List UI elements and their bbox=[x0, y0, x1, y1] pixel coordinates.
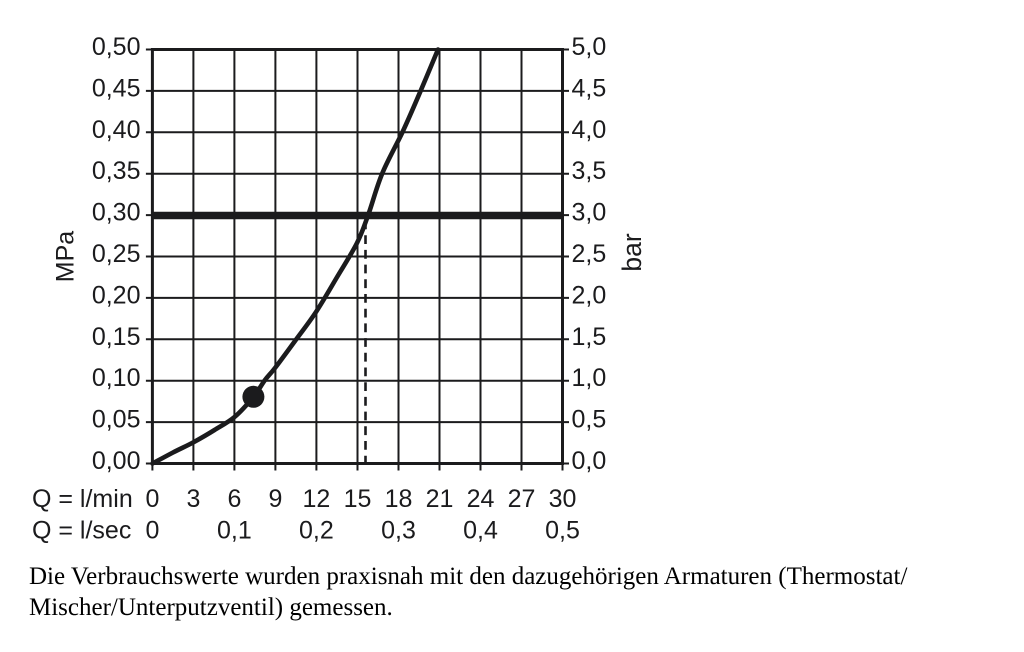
svg-text:0,1: 0,1 bbox=[217, 517, 252, 545]
svg-text:0,50: 0,50 bbox=[92, 33, 141, 61]
svg-text:3: 3 bbox=[186, 485, 200, 513]
svg-text:1,5: 1,5 bbox=[572, 323, 607, 351]
svg-text:0,35: 0,35 bbox=[92, 157, 141, 185]
svg-text:0,05: 0,05 bbox=[92, 406, 141, 434]
svg-text:4,0: 4,0 bbox=[572, 116, 607, 144]
svg-text:0: 0 bbox=[145, 485, 159, 513]
svg-text:0,0: 0,0 bbox=[572, 447, 607, 475]
svg-text:3,0: 3,0 bbox=[572, 199, 607, 227]
svg-text:21: 21 bbox=[426, 485, 454, 513]
svg-text:2,5: 2,5 bbox=[572, 240, 607, 268]
svg-text:0,25: 0,25 bbox=[92, 240, 141, 268]
svg-text:0,5: 0,5 bbox=[572, 406, 607, 434]
svg-text:Q = l/min: Q = l/min bbox=[32, 485, 133, 513]
svg-text:Q = l/sec: Q = l/sec bbox=[32, 517, 131, 545]
svg-text:24: 24 bbox=[467, 485, 495, 513]
svg-text:6: 6 bbox=[227, 485, 241, 513]
svg-text:0,5: 0,5 bbox=[545, 517, 580, 545]
svg-text:4,5: 4,5 bbox=[572, 74, 607, 102]
svg-text:0,3: 0,3 bbox=[381, 517, 416, 545]
svg-text:0,20: 0,20 bbox=[92, 281, 141, 309]
svg-text:bar: bar bbox=[617, 233, 647, 271]
svg-text:0,30: 0,30 bbox=[92, 199, 141, 227]
svg-text:18: 18 bbox=[385, 485, 413, 513]
svg-text:0,40: 0,40 bbox=[92, 116, 141, 144]
svg-text:5,0: 5,0 bbox=[572, 33, 607, 61]
svg-text:27: 27 bbox=[508, 485, 536, 513]
svg-text:9: 9 bbox=[268, 485, 282, 513]
svg-text:1,0: 1,0 bbox=[572, 364, 607, 392]
svg-text:0,10: 0,10 bbox=[92, 364, 141, 392]
svg-text:0,15: 0,15 bbox=[92, 323, 141, 351]
svg-text:15: 15 bbox=[344, 485, 372, 513]
svg-text:0,2: 0,2 bbox=[299, 517, 334, 545]
svg-text:12: 12 bbox=[302, 485, 330, 513]
svg-text:2,0: 2,0 bbox=[572, 281, 607, 309]
svg-text:3,5: 3,5 bbox=[572, 157, 607, 185]
svg-text:30: 30 bbox=[549, 485, 577, 513]
svg-text:0,45: 0,45 bbox=[92, 74, 141, 102]
svg-text:0,4: 0,4 bbox=[463, 517, 498, 545]
svg-text:0: 0 bbox=[145, 517, 159, 545]
svg-text:MPa: MPa bbox=[52, 231, 80, 283]
svg-text:0,00: 0,00 bbox=[92, 447, 141, 475]
